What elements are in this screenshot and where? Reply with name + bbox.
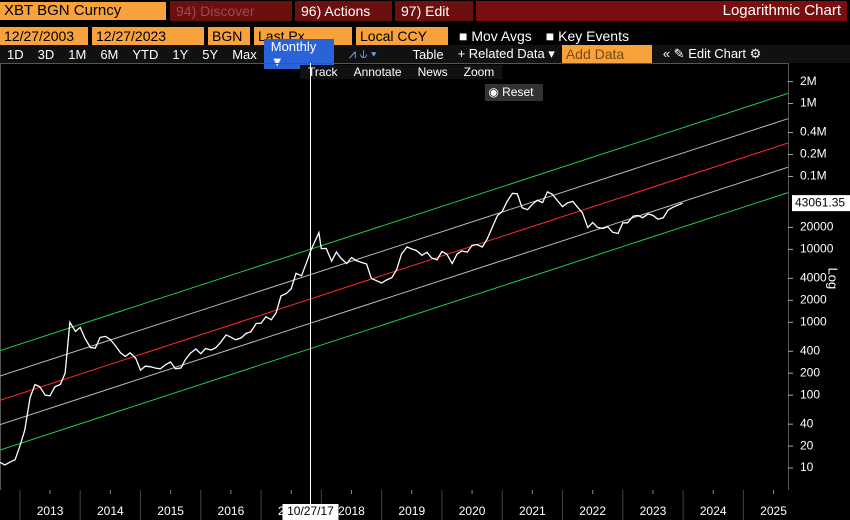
period[interactable]: 5Y bbox=[202, 46, 219, 62]
y-tick-label: 10 bbox=[800, 460, 814, 474]
series-line bbox=[0, 142, 789, 401]
tool[interactable]: News bbox=[417, 65, 448, 79]
frequency-label: Monthly bbox=[270, 39, 317, 54]
period[interactable]: YTD bbox=[132, 46, 159, 62]
scale-label: Log bbox=[826, 268, 841, 290]
last-value-box bbox=[792, 195, 850, 212]
currency[interactable]: Local CCY bbox=[356, 26, 448, 45]
y-tick-label: 1M bbox=[800, 96, 817, 110]
tool[interactable]: Annotate bbox=[353, 65, 402, 79]
y-tick-label: 400 bbox=[800, 343, 820, 357]
x-tick-label: 2018 bbox=[338, 504, 365, 518]
series-line bbox=[0, 191, 683, 466]
chart-type[interactable]: ⩘ ⫝ ▾ bbox=[348, 46, 377, 61]
x-tick-label: 2015 bbox=[157, 504, 184, 518]
series-line bbox=[0, 92, 789, 352]
menu[interactable]: 96) Actions bbox=[295, 1, 392, 21]
y-tick-label: 4000 bbox=[800, 271, 827, 285]
y-tick-label: 10000 bbox=[800, 242, 834, 256]
related-label: Related Data bbox=[468, 46, 545, 61]
period[interactable]: Max bbox=[232, 46, 257, 62]
x-tick-label: 2024 bbox=[700, 504, 727, 518]
period[interactable]: 3D bbox=[37, 46, 55, 62]
x-tick-label: 2013 bbox=[37, 504, 64, 518]
y-tick-label: 20 bbox=[800, 438, 814, 452]
option[interactable]: ■ Key Events bbox=[545, 27, 629, 44]
add-data[interactable]: Add Data bbox=[561, 45, 652, 63]
chart-title: Logarithmic Chart bbox=[476, 1, 847, 21]
reset-label: Reset bbox=[502, 85, 534, 99]
y-tick-label: 20000 bbox=[800, 220, 834, 234]
series-line bbox=[0, 166, 789, 426]
end-date[interactable]: 12/27/2023 bbox=[92, 26, 204, 45]
edit-chart[interactable]: « ✎ Edit Chart ⚙ bbox=[662, 46, 762, 61]
table[interactable]: Table bbox=[412, 46, 444, 62]
annotation-label: 10/27/17 bbox=[287, 504, 334, 518]
x-tick-label: 2021 bbox=[519, 504, 546, 518]
y-tick-label: 2000 bbox=[800, 292, 827, 306]
y-tick-label: 2M bbox=[800, 74, 817, 88]
menu[interactable]: 97) Edit bbox=[395, 1, 473, 21]
y-tick-label: 0.2M bbox=[800, 147, 827, 161]
x-axis-bg bbox=[0, 490, 850, 520]
edit-label: Edit Chart bbox=[688, 46, 746, 61]
option-label: Mov Avgs bbox=[471, 27, 532, 44]
y-tick-label: 0.1M bbox=[800, 169, 827, 183]
last-value: 43061.35 bbox=[795, 195, 845, 209]
source[interactable]: BGN bbox=[208, 26, 250, 45]
series-line bbox=[0, 118, 789, 377]
tool[interactable]: Track bbox=[308, 65, 338, 79]
y-tick-label: 0.4M bbox=[800, 125, 827, 139]
period[interactable]: 1Y bbox=[172, 46, 189, 62]
y-tick-label: 100 bbox=[800, 387, 820, 401]
x-tick-label: 2025 bbox=[760, 504, 787, 518]
period[interactable]: 6M bbox=[100, 46, 119, 62]
chart: 10 20 40 100 200 400 1000 2000 4000 10000 20000 0.1… bbox=[0, 63, 850, 520]
security-box[interactable]: XBT BGN Curncy bbox=[0, 2, 166, 20]
series-line bbox=[0, 192, 789, 451]
menu[interactable]: 94) Discover bbox=[170, 1, 292, 21]
period[interactable]: 1M bbox=[68, 46, 87, 62]
annotation-box bbox=[282, 504, 339, 520]
plot-border bbox=[0, 63, 789, 491]
tools: Track Annotate News Zoom bbox=[300, 65, 503, 79]
y-tick-label: 40 bbox=[800, 416, 814, 430]
y-tick-label: 200 bbox=[800, 365, 820, 379]
settings-bar: 12/27/2003 12/27/2023 BGN Last Px Local … bbox=[0, 26, 850, 45]
related[interactable]: + Related Data ▾ bbox=[457, 46, 555, 61]
period[interactable]: 1D bbox=[7, 46, 24, 62]
option-label: Key Events bbox=[558, 27, 629, 44]
x-tick-label: 2019 bbox=[398, 504, 425, 518]
option[interactable]: ■ Mov Avgs bbox=[459, 27, 532, 44]
x-tick-label: 2014 bbox=[97, 504, 124, 518]
periods: 1D 3D 1M 6M YTD 1Y 5Y Max bbox=[0, 47, 264, 62]
x-tick-label: 2016 bbox=[218, 504, 245, 518]
y-tick-label: 1000 bbox=[800, 314, 827, 328]
x-tick-label: 2022 bbox=[579, 504, 606, 518]
x-tick-label: 2020 bbox=[459, 504, 486, 518]
tool[interactable]: Zoom bbox=[463, 65, 495, 79]
start-date[interactable]: 12/27/2003 bbox=[0, 26, 88, 45]
title-bar: XBT BGN Curncy 94) Discover 96) Actions … bbox=[0, 0, 850, 22]
x-tick-label: 2023 bbox=[640, 504, 667, 518]
toolbar: 1D 3D 1M 6M YTD 1Y 5Y Max Monthly ▼ ⩘ ⫝ ▾ Table… bbox=[0, 39, 850, 69]
reset[interactable]: ◉ Reset bbox=[485, 84, 543, 101]
